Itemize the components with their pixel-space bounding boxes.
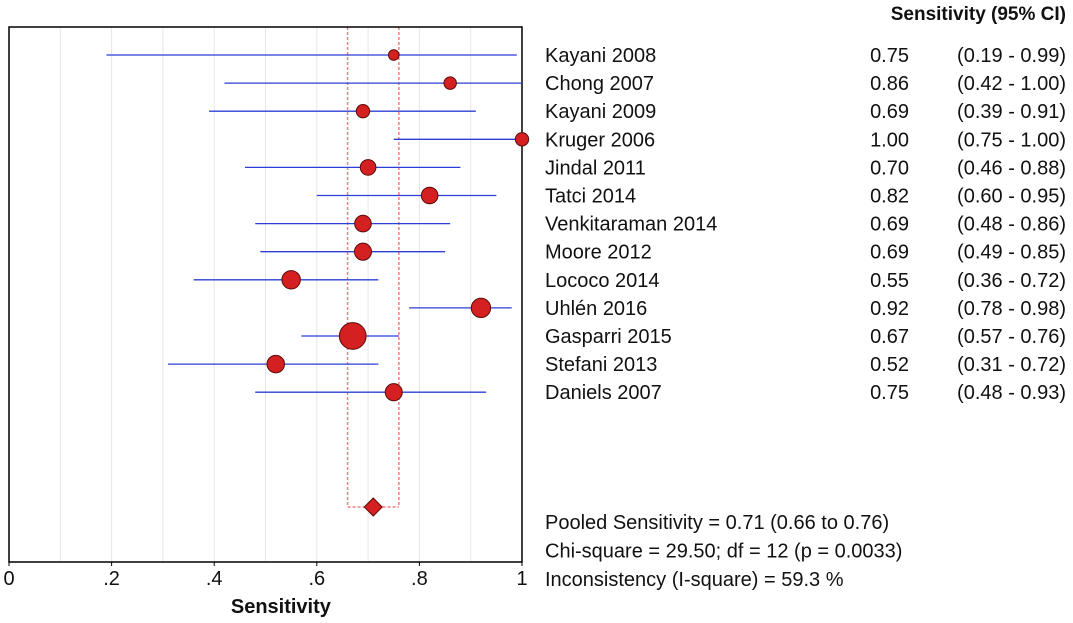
x-axis-title: Sensitivity <box>231 596 332 618</box>
study-name: Lococo 2014 <box>545 270 660 292</box>
study-ci: (0.42 - 1.00) <box>957 73 1066 95</box>
point-estimate <box>443 76 457 90</box>
x-tick-label: .6 <box>308 568 325 590</box>
study-ci: (0.60 - 0.95) <box>957 186 1066 208</box>
study-name: Kayani 2009 <box>545 101 656 123</box>
study-ci: (0.36 - 0.72) <box>957 270 1066 292</box>
study-name: Stefani 2013 <box>545 354 657 376</box>
point-estimate <box>338 322 367 350</box>
point-estimate <box>514 132 530 147</box>
pooled-ci-band <box>346 27 400 508</box>
study-table: Kayani 2008 0.75 (0.19 - 0.99) Chong 2007 0.… <box>545 45 1066 404</box>
study-estimate: 0.82 <box>870 186 909 208</box>
pooled-diamond <box>363 497 383 517</box>
study-name: Moore 2012 <box>545 242 652 264</box>
x-tick-label: .4 <box>206 568 223 590</box>
x-tick-label: 1 <box>516 568 527 590</box>
study-name: Kayani 2008 <box>545 45 656 67</box>
study-ci: (0.57 - 0.76) <box>957 326 1066 348</box>
study-ci: (0.48 - 0.86) <box>957 214 1066 236</box>
study-estimate: 0.67 <box>870 326 909 348</box>
point-estimate <box>354 214 372 233</box>
x-axis: 0 .2 .4 .6 .8 1 <box>3 562 528 590</box>
study-estimate: 0.69 <box>870 101 909 123</box>
point-estimate <box>359 159 377 176</box>
summary-line: Inconsistency (I-square) = 59.3 % <box>545 569 844 591</box>
study-name: Tatci 2014 <box>545 186 636 208</box>
point-estimate <box>420 186 439 205</box>
study-name: Venkitaraman 2014 <box>545 214 717 236</box>
study-ci: (0.31 - 0.72) <box>957 354 1066 376</box>
study-estimate: 0.69 <box>870 214 909 236</box>
x-tick-label: .8 <box>411 568 428 590</box>
study-ci: (0.46 - 0.88) <box>957 157 1066 179</box>
study-name: Gasparri 2015 <box>545 326 672 348</box>
study-estimate: 0.52 <box>870 354 909 376</box>
study-estimate: 0.75 <box>870 382 909 404</box>
study-estimate: 0.75 <box>870 45 909 67</box>
study-marks <box>106 49 530 517</box>
study-ci: (0.78 - 0.98) <box>957 298 1066 320</box>
study-estimate: 1.00 <box>870 129 909 151</box>
summary-line: Chi-square = 29.50; df = 12 (p = 0.0033) <box>545 541 902 563</box>
study-name: Chong 2007 <box>545 73 654 95</box>
point-estimate <box>266 354 286 374</box>
grid-lines <box>59 27 472 562</box>
study-name: Daniels 2007 <box>545 382 662 404</box>
point-estimate <box>281 270 301 290</box>
x-tick-label: .2 <box>103 568 120 590</box>
point-estimate <box>387 49 400 61</box>
study-ci: (0.48 - 0.93) <box>957 382 1066 404</box>
summary-line: Pooled Sensitivity = 0.71 (0.66 to 0.76) <box>545 512 889 534</box>
study-estimate: 0.86 <box>870 73 909 95</box>
study-ci: (0.39 - 0.91) <box>957 101 1066 123</box>
x-tick-label: 0 <box>3 568 14 590</box>
summary-statistics: Pooled Sensitivity = 0.71 (0.66 to 0.76)… <box>545 512 902 591</box>
study-ci: (0.19 - 0.99) <box>957 45 1066 67</box>
point-estimate <box>355 104 371 119</box>
point-estimate <box>470 297 492 319</box>
study-estimate: 0.69 <box>870 242 909 264</box>
study-estimate: 0.70 <box>870 157 909 179</box>
study-estimate: 0.55 <box>870 270 909 292</box>
study-ci: (0.49 - 0.85) <box>957 242 1066 264</box>
point-estimate <box>353 242 372 261</box>
study-ci: (0.75 - 1.00) <box>957 129 1066 151</box>
study-name: Jindal 2011 <box>545 157 646 179</box>
study-name: Kruger 2006 <box>545 129 655 151</box>
study-estimate: 0.92 <box>870 298 909 320</box>
point-estimate <box>384 383 403 402</box>
table-header: Sensitivity (95% CI) <box>891 4 1066 25</box>
plot-frame <box>8 26 523 563</box>
study-name: Uhlén 2016 <box>545 298 647 320</box>
